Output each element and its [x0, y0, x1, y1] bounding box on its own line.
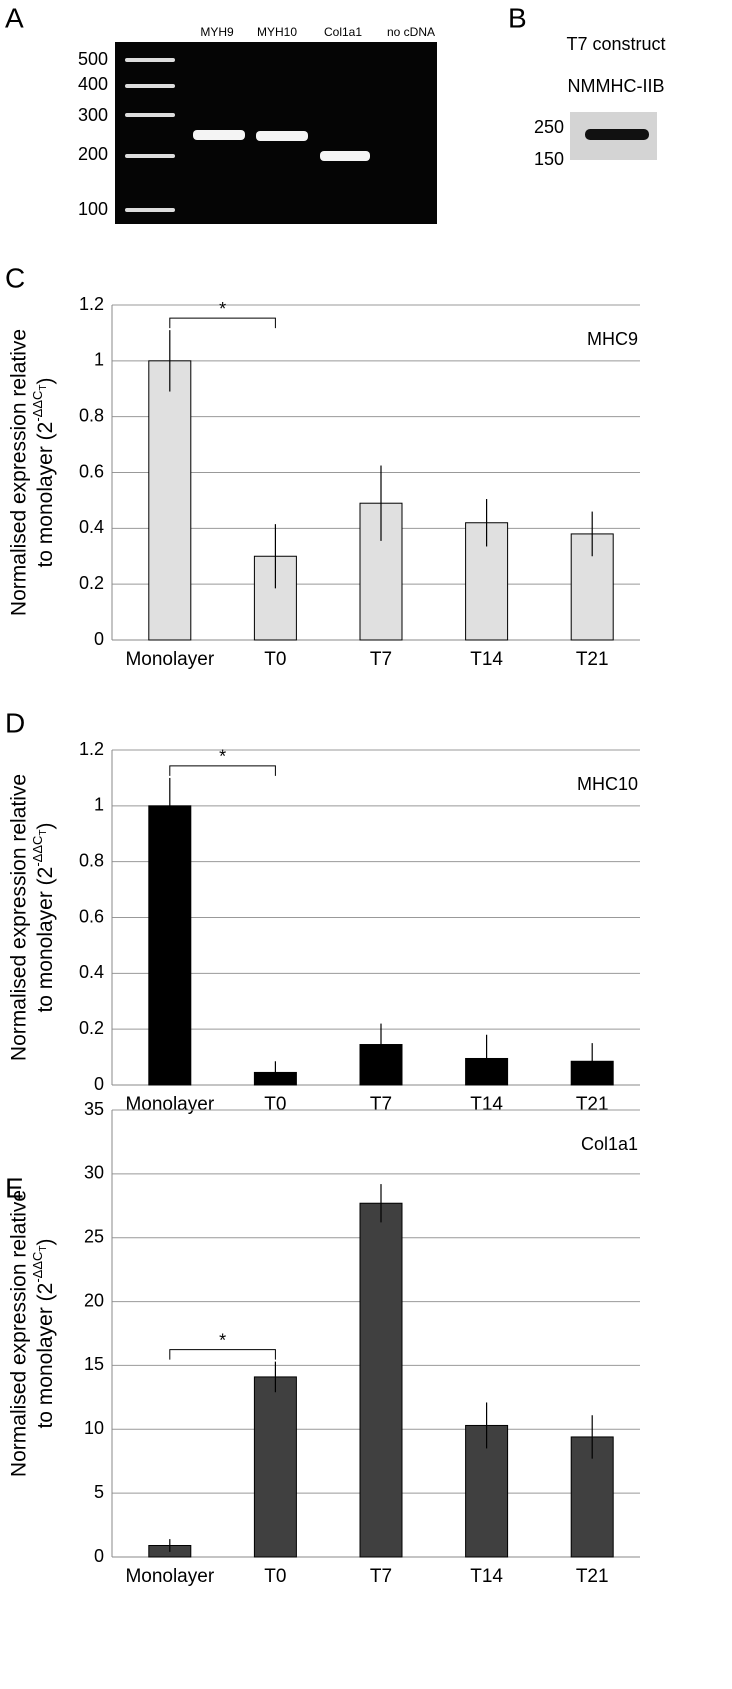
bar [359, 1202, 403, 1558]
annotation: MHC10 [577, 774, 638, 794]
y-tick-label: 1.2 [79, 294, 104, 314]
ladder-label: 200 [78, 144, 108, 164]
x-tick-label: T14 [470, 1094, 503, 1115]
y-tick-label: 1 [94, 350, 104, 370]
lane-label: no cDNA [387, 25, 435, 39]
panel-label: E [5, 1172, 24, 1203]
y-label-main: to monolayer (2 [34, 1283, 57, 1429]
y-tick-label: 35 [84, 1099, 104, 1119]
blot-title: T7 construct [566, 34, 665, 54]
y-tick-label: 20 [84, 1290, 104, 1310]
ladder-label: 500 [78, 49, 108, 69]
significance-bracket [169, 317, 276, 329]
annotation: Col1a1 [581, 1134, 638, 1154]
x-tick-label: T21 [576, 649, 609, 670]
lane-label: MYH9 [200, 25, 234, 39]
y-tick-label: 0.4 [79, 962, 104, 982]
y-label: Normalised expression relative [8, 329, 31, 616]
y-label-end: ) [34, 822, 57, 829]
y-tick-label: 0.2 [79, 573, 104, 593]
x-tick-label: T7 [370, 1566, 392, 1587]
y-tick-label: 0 [94, 1546, 104, 1566]
y-tick-label: 0.6 [79, 906, 104, 926]
y-label: Normalised expression relative [8, 1190, 31, 1477]
y-tick-label: 0 [94, 629, 104, 649]
significance-bracket [169, 1349, 276, 1360]
y-tick-label: 1.2 [79, 739, 104, 759]
x-tick-label: T0 [264, 1094, 286, 1115]
x-tick-label: T14 [470, 1566, 503, 1587]
significance-label: * [219, 299, 226, 319]
y-label-sup: -ΔΔC [30, 391, 45, 422]
blot-protein: NMMHC-IIB [568, 76, 665, 96]
y-tick-label: 0.4 [79, 517, 104, 537]
significance-bracket [169, 765, 276, 776]
marker-label: 250 [534, 117, 564, 137]
panel-label: C [5, 262, 25, 293]
x-tick-label: Monolayer [125, 649, 214, 670]
y-tick-label: 25 [84, 1226, 104, 1246]
y-label-sub: T [38, 1245, 49, 1251]
ladder-label: 100 [78, 199, 108, 219]
y-label-main: to monolayer (2 [34, 867, 57, 1013]
x-tick-label: T7 [370, 1094, 392, 1115]
y-tick-label: 0.8 [79, 405, 104, 425]
ladder-label: 300 [78, 105, 108, 125]
blot-band [585, 129, 649, 140]
y-label-sup: -ΔΔC [30, 836, 45, 867]
y-tick-label: 0 [94, 1074, 104, 1094]
x-tick-label: T21 [576, 1094, 609, 1115]
y-tick-label: 15 [84, 1354, 104, 1374]
panel-label: D [5, 707, 25, 738]
x-tick-label: T21 [576, 1566, 609, 1587]
x-tick-label: Monolayer [125, 1566, 214, 1587]
ladder-bands [125, 58, 175, 212]
lane-label: MYH10 [257, 25, 297, 39]
y-tick-label: 0.6 [79, 461, 104, 481]
sample-bands [193, 130, 370, 161]
y-tick-label: 10 [84, 1418, 104, 1438]
x-tick-label: T0 [264, 1566, 286, 1587]
y-tick-label: 0.2 [79, 1018, 104, 1038]
x-tick-label: T14 [470, 649, 503, 670]
y-label-end: ) [34, 1238, 57, 1245]
bar [253, 1376, 297, 1558]
y-label: to monolayer (2-ΔΔCT) [30, 1238, 56, 1428]
y-tick-label: 5 [94, 1482, 104, 1502]
y-label-sub: T [38, 829, 49, 835]
y-label-sub: T [38, 384, 49, 390]
y-label: Normalised expression relative [8, 774, 31, 1061]
x-tick-label: Monolayer [125, 1094, 214, 1115]
x-tick-label: T7 [370, 649, 392, 670]
lane-label: Col1a1 [324, 25, 362, 39]
significance-label: * [219, 1330, 226, 1350]
bar [148, 805, 192, 1086]
y-label: to monolayer (2-ΔΔCT) [30, 377, 56, 567]
y-label-sup: -ΔΔC [30, 1252, 45, 1283]
y-label-end: ) [34, 377, 57, 384]
significance-label: * [219, 747, 226, 767]
panel-label: B [508, 2, 527, 33]
y-tick-label: 0.8 [79, 850, 104, 870]
marker-label: 150 [534, 149, 564, 169]
x-tick-label: T0 [264, 649, 286, 670]
annotation: MHC9 [587, 329, 638, 349]
y-label-main: to monolayer (2 [34, 422, 57, 568]
ladder-label: 400 [78, 74, 108, 94]
bar [148, 360, 192, 641]
y-tick-label: 1 [94, 795, 104, 815]
y-tick-label: 30 [84, 1163, 104, 1183]
y-label: to monolayer (2-ΔΔCT) [30, 822, 56, 1012]
panel-label: A [5, 2, 24, 33]
